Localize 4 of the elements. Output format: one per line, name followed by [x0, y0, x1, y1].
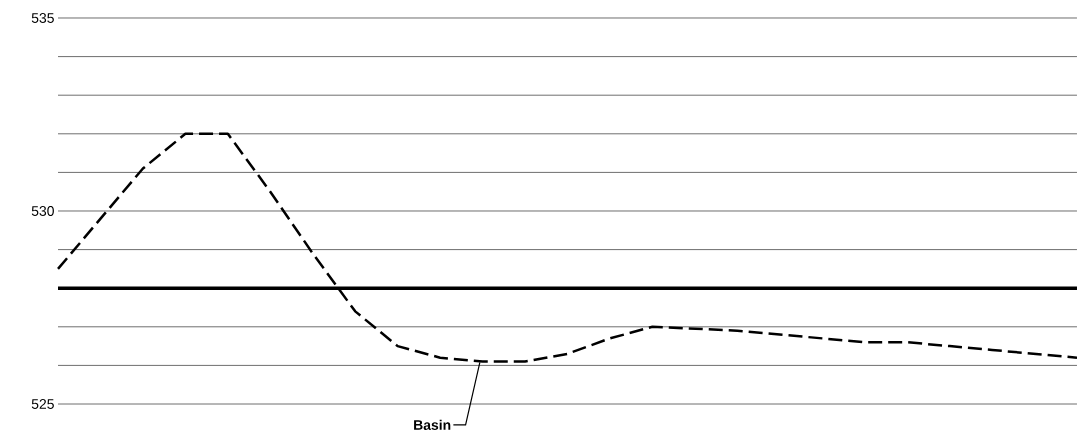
- text: Basin: [414, 419, 451, 430]
- y-tick-label: 535: [31, 13, 54, 23]
- y-tick-label: 530: [31, 206, 54, 216]
- y-tick-label: 525: [31, 399, 54, 409]
